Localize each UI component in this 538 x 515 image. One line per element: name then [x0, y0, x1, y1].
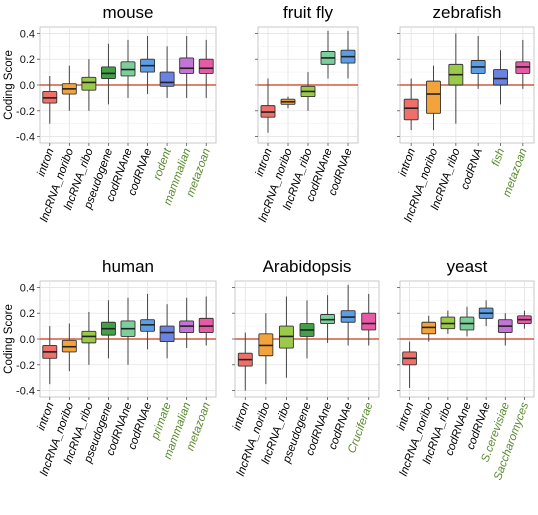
box-body	[361, 312, 377, 331]
box-codrna	[470, 36, 486, 89]
y-tick-label: -0.2	[16, 360, 35, 372]
panel-title: human	[102, 257, 154, 276]
box-lncrna-ribo	[440, 310, 456, 334]
box-intron	[403, 78, 419, 131]
box-saccharomyces	[517, 310, 532, 329]
box-lncrna-noribo	[280, 96, 296, 109]
panel-fruit-fly: intronlncRNA_noribolncRNA_ribocodRNAneco…	[254, 3, 359, 224]
panel-arabidopsis: intronlncRNA_noribolncRNA_ribopseudogene…	[231, 257, 380, 478]
box-lncrna-ribo	[81, 59, 97, 111]
box-body	[403, 98, 419, 121]
box-codrnane	[120, 39, 136, 98]
box-pseudogene	[100, 43, 116, 105]
x-tick-label: codRNA	[459, 147, 485, 192]
panel-mouse: -0.4-0.20.00.20.4intronlncRNA_noribolncR…	[3, 3, 217, 224]
box-s-cerevisiae	[497, 313, 513, 346]
box-codrnane	[120, 297, 136, 365]
box-lncrna-ribo	[448, 33, 464, 124]
y-axis-label: Coding Score	[3, 50, 15, 120]
box-intron	[402, 341, 417, 388]
box-body	[493, 69, 508, 86]
panel-title: zebrafish	[433, 3, 502, 22]
x-tick-label: intron	[231, 401, 252, 432]
box-body	[426, 80, 441, 114]
panel-title: Arabidopsis	[263, 257, 352, 276]
panel-yeast: intronlncRNA_noribolncRNA_ribocodRNAneco…	[395, 257, 535, 482]
x-tick-label: intron	[254, 147, 275, 178]
box-intron	[42, 75, 58, 124]
box-lncrna-ribo	[278, 296, 294, 378]
box-metazoan	[198, 39, 214, 98]
box-lncrna-noribo	[258, 313, 274, 385]
panel-human: -0.4-0.20.00.20.4intronlncRNA_noribolncR…	[3, 257, 217, 478]
box-mammalian	[179, 297, 195, 349]
box-cruciferae	[361, 293, 377, 346]
y-tick-label: 0.4	[20, 282, 35, 294]
y-tick-label: 0.4	[20, 28, 35, 40]
box-lncrna-noribo	[426, 65, 441, 131]
box-body	[81, 76, 97, 91]
x-tick-label: intron	[397, 147, 418, 178]
y-tick-label: -0.4	[16, 132, 35, 144]
box-rodent	[159, 46, 175, 98]
box-body	[159, 325, 175, 343]
x-tick-label: intron	[35, 401, 56, 432]
box-codrnae	[478, 300, 494, 327]
box-codrnae	[340, 284, 356, 346]
box-lncrna-noribo	[61, 65, 77, 111]
box-body	[159, 71, 175, 87]
box-codrnae	[140, 293, 156, 350]
box-lncrna-noribo	[421, 315, 437, 342]
box-lncrna-ribo	[81, 311, 97, 365]
box-codrnane	[459, 306, 475, 337]
box-mammalian	[179, 36, 195, 98]
box-metazoan	[515, 39, 531, 89]
x-tick-label: intron	[35, 147, 56, 178]
box-lncrna-noribo	[61, 323, 77, 372]
box-intron	[260, 78, 276, 133]
box-body	[179, 57, 195, 74]
box-intron	[237, 332, 253, 391]
box-pseudogene	[299, 300, 315, 359]
box-codrnane	[320, 30, 336, 79]
y-axis-label: Coding Score	[3, 304, 15, 374]
box-codrnae	[140, 36, 156, 95]
box-fish	[493, 50, 508, 105]
box-intron	[42, 326, 58, 385]
box-primate	[159, 304, 175, 359]
box-metazoan	[198, 296, 214, 346]
x-tick-label: fish	[490, 147, 507, 168]
y-tick-label: -0.2	[16, 106, 35, 118]
box-lncrna-ribo	[300, 72, 316, 111]
box-pseudogene	[100, 300, 116, 359]
y-tick-label: 0.0	[20, 80, 35, 92]
y-tick-label: 0.2	[20, 54, 35, 66]
box-codrnae	[340, 30, 356, 79]
x-tick-label: intron	[395, 401, 416, 432]
y-tick-label: 0.0	[20, 334, 35, 346]
y-tick-label: -0.4	[16, 386, 35, 398]
panel-title: fruit fly	[283, 3, 334, 22]
panel-title: mouse	[102, 3, 153, 22]
box-body	[198, 58, 214, 74]
y-tick-label: 0.2	[20, 308, 35, 320]
box-codrnane	[320, 295, 336, 343]
panel-title: yeast	[447, 257, 488, 276]
